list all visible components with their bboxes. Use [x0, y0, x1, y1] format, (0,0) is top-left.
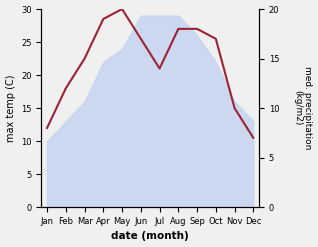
- Y-axis label: med. precipitation
(kg/m2): med. precipitation (kg/m2): [293, 66, 313, 150]
- Y-axis label: max temp (C): max temp (C): [5, 74, 16, 142]
- X-axis label: date (month): date (month): [111, 231, 189, 242]
